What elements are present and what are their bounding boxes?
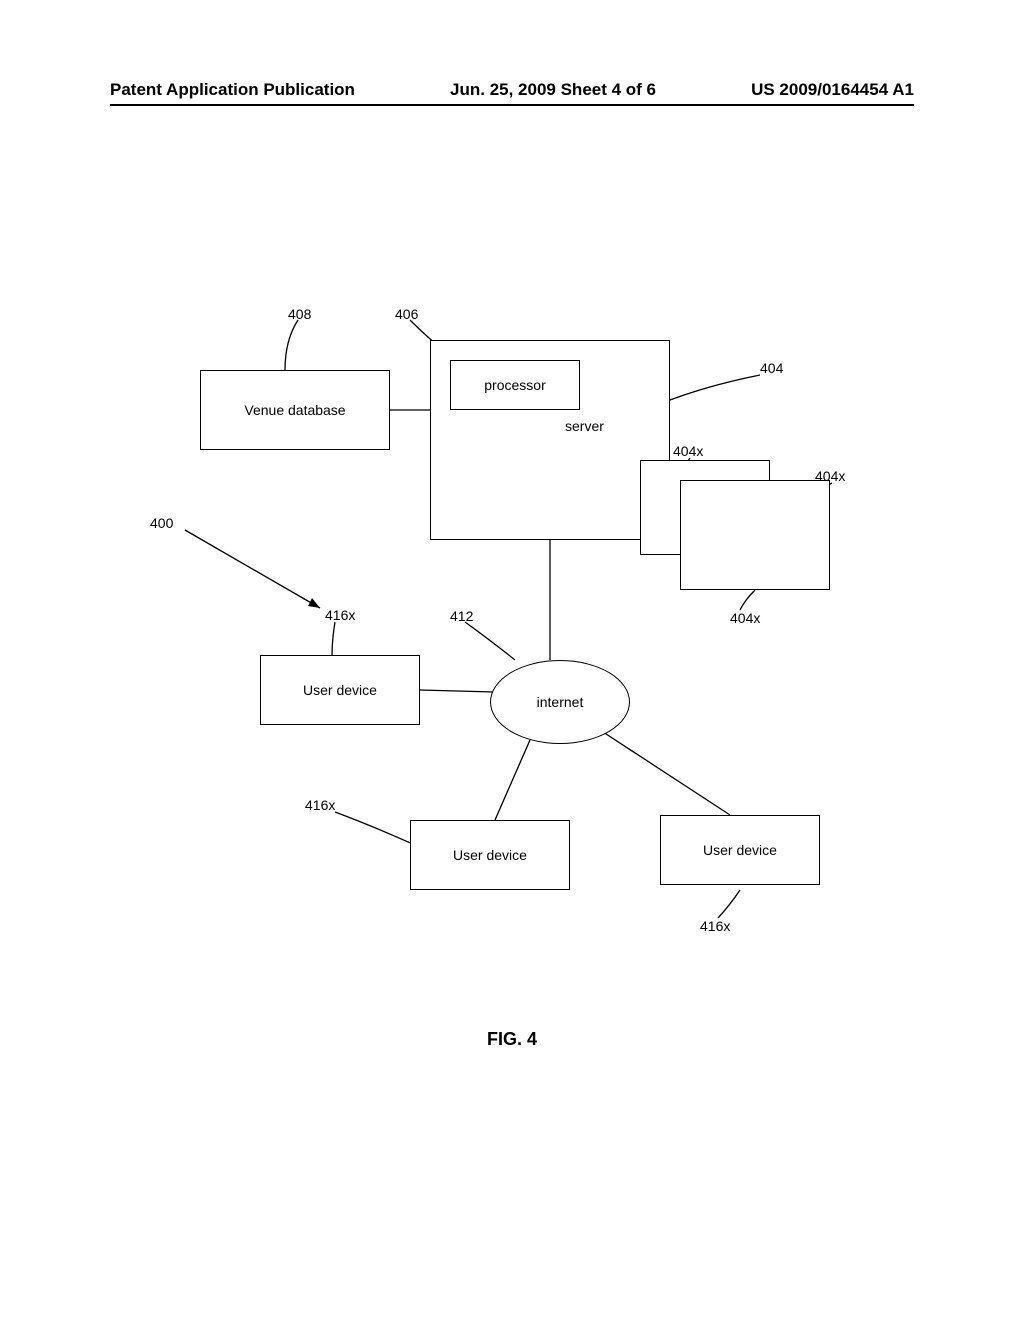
- ref-400: 400: [150, 515, 173, 531]
- header-right: US 2009/0164454 A1: [751, 80, 914, 100]
- user-device-2: User device: [410, 820, 570, 890]
- user-device-2-label: User device: [453, 847, 527, 863]
- ref-416x-2: 416x: [305, 797, 335, 813]
- internet-label: internet: [537, 694, 584, 710]
- figure-caption: FIG. 4: [0, 1029, 1024, 1050]
- patent-header: Patent Application Publication Jun. 25, …: [0, 80, 1024, 100]
- figure-diagram: server processor Venue database internet…: [120, 300, 900, 1050]
- extra-box-2: [680, 480, 830, 590]
- venue-database-label: Venue database: [244, 402, 345, 418]
- ref-412: 412: [450, 608, 473, 624]
- ref-408: 408: [288, 306, 311, 322]
- ref-404x-1: 404x: [673, 443, 703, 459]
- ref-416x-1: 416x: [325, 607, 355, 623]
- header-center: Jun. 25, 2009 Sheet 4 of 6: [450, 80, 656, 100]
- user-device-3: User device: [660, 815, 820, 885]
- processor-label: processor: [484, 377, 545, 393]
- internet-node: internet: [490, 660, 630, 744]
- ref-416x-3: 416x: [700, 918, 730, 934]
- user-device-1-label: User device: [303, 682, 377, 698]
- header-left: Patent Application Publication: [110, 80, 355, 100]
- header-rule: [110, 104, 914, 106]
- ref-404x-3: 404x: [730, 610, 760, 626]
- processor-box: processor: [450, 360, 580, 410]
- ref-406: 406: [395, 306, 418, 322]
- ref-404: 404: [760, 360, 783, 376]
- server-label: server: [565, 418, 604, 434]
- venue-database-box: Venue database: [200, 370, 390, 450]
- user-device-3-label: User device: [703, 842, 777, 858]
- user-device-1: User device: [260, 655, 420, 725]
- ref-404x-2: 404x: [815, 468, 845, 484]
